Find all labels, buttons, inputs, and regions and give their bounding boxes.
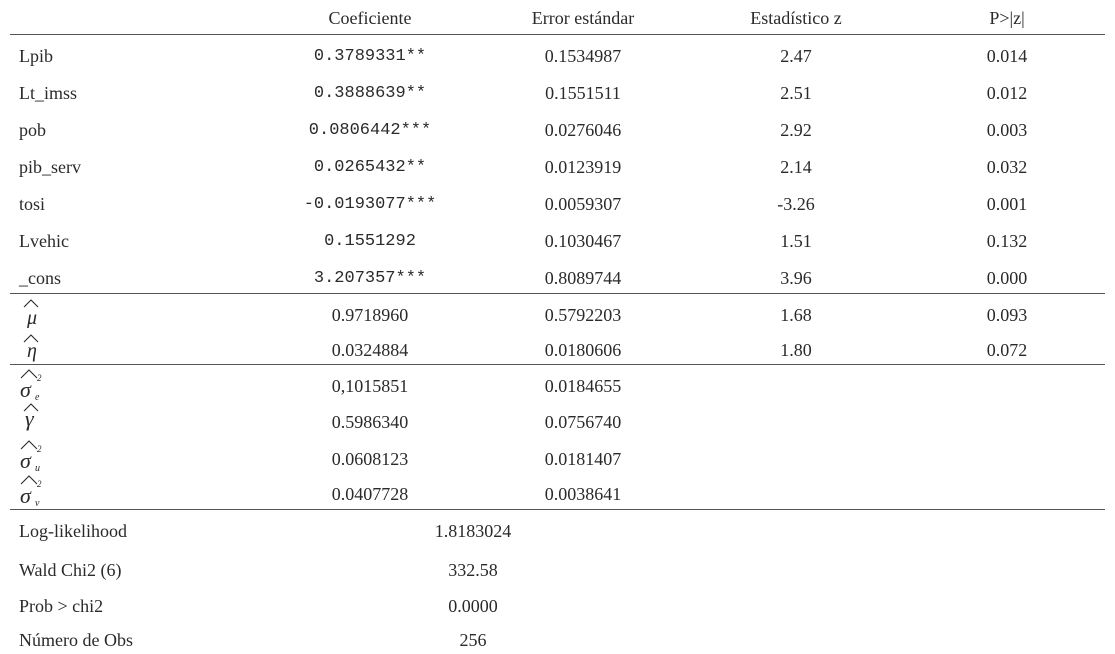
row-coef: 3.207357***	[313, 269, 427, 288]
row-p: 0.000	[986, 268, 1028, 288]
stat-value: 332.58	[448, 560, 498, 580]
svg-text:σ: σ	[20, 448, 32, 472]
gamma-hat-symbol: γ	[23, 403, 39, 431]
row-coef: 0,1015851	[331, 376, 409, 396]
row-coef: 0.3888639**	[313, 84, 427, 103]
row-coef: 0.0806442***	[308, 121, 432, 140]
header-estadistico-z: Estadístico z	[750, 8, 842, 28]
section-rule	[10, 509, 1105, 510]
row-se: 0.0123919	[544, 157, 622, 177]
row-label: Lt_imss	[19, 83, 78, 103]
row-se: 0.0184655	[544, 376, 622, 396]
row-coef: -0.0193077***	[303, 195, 437, 214]
row-p: 0.132	[986, 231, 1028, 251]
svg-text:v: v	[35, 498, 40, 507]
row-se: 0.0756740	[544, 412, 622, 432]
row-z: 1.80	[780, 340, 812, 360]
row-se: 0.5792203	[544, 305, 622, 325]
row-se: 0.1534987	[544, 46, 622, 66]
header-rule	[10, 34, 1105, 35]
row-se: 0.1551511	[545, 83, 621, 103]
row-z: 2.92	[780, 120, 812, 140]
row-z: 1.51	[780, 231, 812, 251]
sigma-e-squared-symbol: σ e 2	[20, 369, 42, 401]
stat-label: Log-likelihood	[19, 521, 127, 541]
header-coeficiente: Coeficiente	[328, 8, 412, 28]
row-label: _cons	[19, 268, 61, 288]
stat-label: Prob > chi2	[19, 596, 104, 616]
svg-text:2: 2	[37, 444, 42, 454]
svg-text:e: e	[35, 392, 40, 401]
row-z: 2.51	[780, 83, 812, 103]
row-label: Lvehic	[19, 231, 69, 251]
stat-label: Wald Chi2 (6)	[19, 560, 122, 580]
header-error-estandar: Error estándar	[531, 8, 635, 28]
mu-hat-symbol: μ	[23, 299, 39, 328]
row-label: pob	[19, 120, 46, 140]
svg-text:γ: γ	[25, 406, 35, 431]
row-p: 0.032	[986, 157, 1028, 177]
row-z: 2.14	[780, 157, 812, 177]
row-p: 0.072	[986, 340, 1028, 360]
row-label: pib_serv	[19, 157, 81, 177]
svg-text:σ: σ	[20, 377, 32, 401]
row-z: -3.26	[777, 194, 815, 214]
stat-value: 0.0000	[448, 596, 498, 616]
stat-value: 256	[459, 630, 487, 650]
row-se: 0.0180606	[544, 340, 622, 360]
row-coef: 0.9718960	[331, 305, 409, 325]
row-se: 0.0181407	[544, 449, 622, 469]
eta-hat-symbol: η	[23, 334, 39, 362]
row-p: 0.001	[986, 194, 1028, 214]
row-coef: 0.1551292	[324, 232, 416, 251]
row-coef: 0.5986340	[331, 412, 409, 432]
row-z: 1.68	[780, 305, 812, 325]
row-se: 0.0276046	[544, 120, 622, 140]
header-p-value: P>|z|	[989, 8, 1025, 28]
row-se: 0.8089744	[544, 268, 622, 288]
sigma-u-squared-symbol: σ u 2	[20, 440, 42, 472]
row-label: tosi	[19, 194, 46, 214]
row-p: 0.093	[986, 305, 1028, 325]
stat-value: 1.8183024	[434, 521, 512, 541]
row-coef: 0.0608123	[331, 449, 409, 469]
svg-text:η: η	[27, 340, 37, 362]
sigma-v-squared-symbol: σ v 2	[20, 475, 42, 507]
row-label: Lpib	[19, 46, 53, 66]
svg-text:u: u	[35, 463, 40, 472]
row-z: 3.96	[780, 268, 812, 288]
row-coef: 0.3789331**	[313, 47, 427, 66]
row-p: 0.012	[986, 83, 1028, 103]
row-coef: 0.0265432**	[313, 158, 427, 177]
row-se: 0.0059307	[544, 194, 622, 214]
row-se: 0.0038641	[544, 484, 622, 504]
section-rule	[10, 364, 1105, 365]
svg-text:2: 2	[37, 373, 42, 383]
svg-text:μ: μ	[26, 307, 37, 328]
row-coef: 0.0324884	[331, 340, 409, 360]
row-se: 0.1030467	[544, 231, 622, 251]
svg-text:2: 2	[37, 479, 42, 489]
svg-text:σ: σ	[20, 483, 32, 507]
row-coef: 0.0407728	[331, 484, 409, 504]
stat-label: Número de Obs	[19, 630, 133, 650]
row-p: 0.003	[986, 120, 1028, 140]
section-rule	[10, 293, 1105, 294]
row-p: 0.014	[986, 46, 1028, 66]
row-z: 2.47	[780, 46, 812, 66]
